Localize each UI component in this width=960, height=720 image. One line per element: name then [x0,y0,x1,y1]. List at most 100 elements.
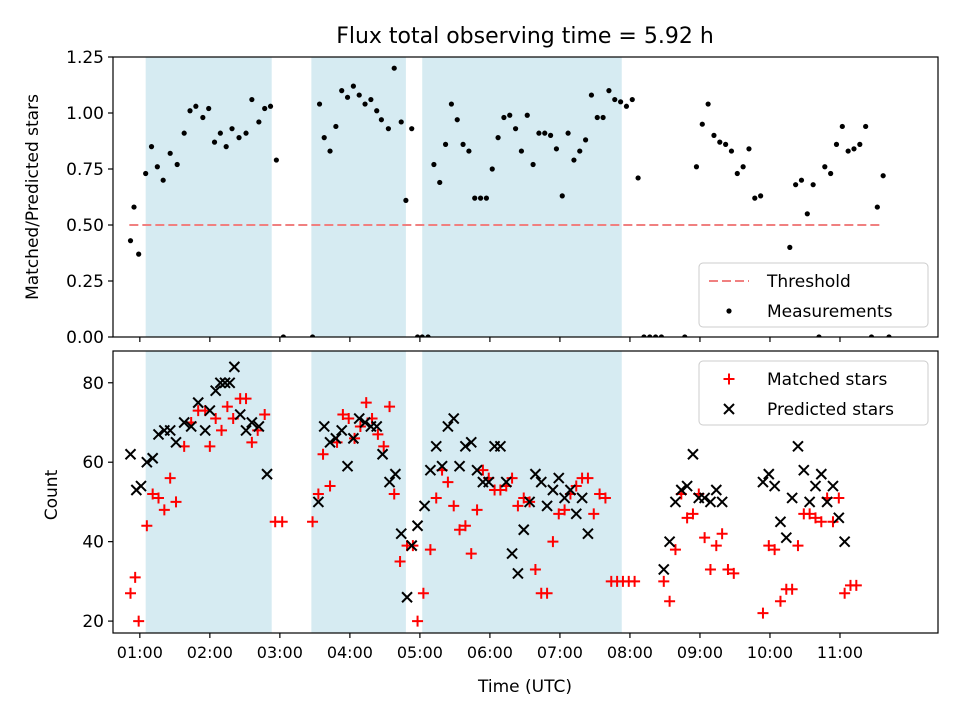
measurement-point [612,96,618,103]
matched-star-point [792,540,804,552]
predicted-star-point [453,460,466,472]
predicted-star-point [146,452,159,464]
y-tick-label: 60 [82,453,104,473]
measurement-point [362,101,368,107]
matched-star-point [664,595,676,607]
measurement-point [448,101,455,107]
predicted-star-point [318,420,330,433]
matched-star-point [687,508,699,520]
predicted-star-point [253,420,265,433]
bottom-y-axis-label: Count [42,469,62,520]
matched-star-point [559,504,571,516]
measurement-point [752,195,758,201]
y-tick-label: 0.25 [66,272,104,292]
predicted-star-point [541,500,553,512]
matched-star-point [839,587,851,599]
matched-star-point [809,512,821,524]
matched-star-point [343,413,355,425]
matched-star-point [240,393,252,405]
measurement-point [466,148,472,154]
matched-star-point [170,496,182,508]
measurement-point [547,132,554,138]
matched-star-point [541,587,553,599]
predicted-star-point [681,480,693,492]
predicted-star-point [152,428,165,441]
matched-star-point [430,492,442,504]
matched-star-point [204,440,216,452]
measurement-point [606,88,612,94]
predicted-star-point [240,424,252,437]
measurement-point [344,94,351,100]
measurement-point [385,126,391,132]
x-tick-label: 02:00 [187,643,233,662]
measurement-point [437,179,443,186]
predicted-star-point [716,496,728,508]
measurement-point [489,166,495,172]
predicted-star-point [792,440,804,453]
predicted-star-point [663,535,676,548]
measurement-point [653,334,659,337]
measurement-point [193,103,199,109]
measurement-point [414,334,421,337]
measurement-point [398,119,404,125]
measurement-point [804,211,810,217]
predicted-star-point [821,496,833,508]
matched-star-point [158,504,170,516]
measurement-point [280,334,286,337]
x-tick-label: 10:00 [747,643,793,662]
measurement-point [425,334,431,337]
measurement-point [524,112,530,118]
predicted-star-point [401,591,413,603]
measurement-point [734,170,740,177]
matched-star-point [850,579,862,591]
measurement-point [874,204,880,210]
measurement-point [131,204,137,210]
y-tick-label: 0.00 [66,328,104,348]
y-tick-label: 80 [82,374,104,394]
measurement-point [582,137,589,143]
matched-star-point [216,424,228,436]
matched-star-point [669,544,681,556]
measurement-point [565,130,571,136]
matched-star-point [833,492,845,504]
predicted-star-point [164,424,176,437]
predicted-star-point [389,468,402,480]
matched-star-point [658,575,670,587]
measurement-point [181,130,187,136]
predicted-star-point [483,476,495,488]
measurement-point [333,123,339,130]
predicted-star-point [494,440,507,453]
predicted-star-point [675,484,687,496]
matched-star-point [681,512,693,524]
measurement-point [148,144,155,150]
measurement-point [483,195,490,201]
matched-star-point [424,544,436,556]
predicted-star-point [395,527,407,540]
matched-star-point [710,540,722,552]
measurement-point [682,334,688,337]
matched-star-point [786,583,798,595]
predicted-star-point [506,547,518,560]
legend-label: Predicted stars [767,400,894,420]
predicted-star-point [803,496,816,508]
predicted-star-point [228,361,241,373]
x-tick-label: 01:00 [117,643,163,662]
predicted-star-point [141,456,153,468]
matched-star-point [815,516,827,528]
legend-label: Matched stars [767,370,887,390]
measurement-point [368,96,374,103]
measurement-point [641,334,647,337]
predicted-star-point [353,412,365,425]
matched-star-point [529,563,541,575]
matched-star-point [133,615,145,627]
y-tick-label: 1.25 [66,48,104,68]
predicted-star-point [178,416,190,429]
matched-star-point [141,520,153,532]
measurement-point [206,105,212,112]
bottom-panel: 20 40 60 80 01:00 02:00 03:00 04:00 05:00 06:00 07… [82,350,939,662]
predicted-star-point [376,448,389,460]
measurement-point [211,139,218,145]
matched-star-point [276,516,288,528]
predicted-star-point [330,432,342,445]
